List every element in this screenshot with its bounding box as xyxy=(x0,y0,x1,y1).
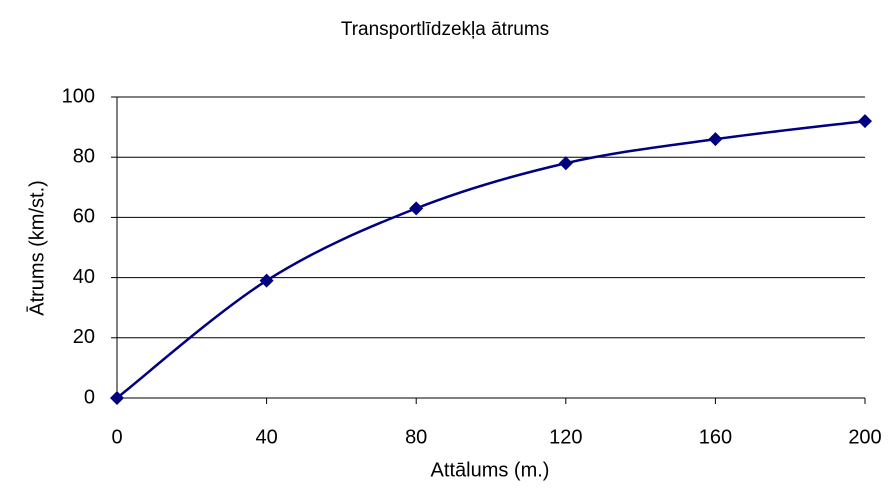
x-tick-label: 200 xyxy=(848,426,881,448)
x-tick-label: 160 xyxy=(699,426,732,448)
chart-title: Transportlīdzekļa ātrums xyxy=(341,19,549,40)
y-tick-label: 0 xyxy=(84,386,95,408)
y-tick-label: 80 xyxy=(73,145,95,167)
x-tick-label: 120 xyxy=(549,426,582,448)
x-tick-label: 80 xyxy=(405,426,427,448)
y-tick-label: 20 xyxy=(73,326,95,348)
marker xyxy=(858,114,872,129)
y-tick-label: 100 xyxy=(62,85,95,107)
x-axis-label: Attālums (m.) xyxy=(431,459,550,481)
y-tick-label: 40 xyxy=(73,266,95,288)
x-tick-label: 40 xyxy=(255,426,277,448)
marker xyxy=(110,391,124,405)
marker xyxy=(558,156,573,171)
y-axis-label: Ātrums (km/st.) xyxy=(25,180,48,316)
marker xyxy=(259,273,274,288)
y-tick-label: 60 xyxy=(73,206,95,228)
marker xyxy=(708,132,723,147)
x-tick-label: 0 xyxy=(111,426,122,448)
marker xyxy=(409,201,424,216)
line xyxy=(116,119,866,399)
